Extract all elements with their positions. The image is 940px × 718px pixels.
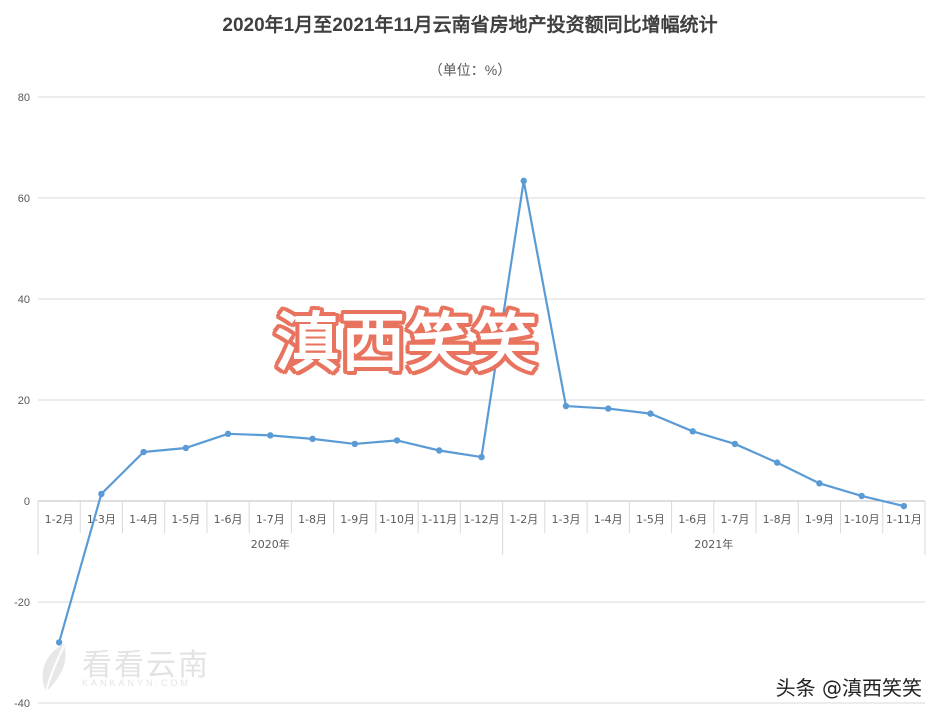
logo-subtext: KANKANYN.COM (82, 678, 192, 688)
x-tick-label: 1-9月 (340, 513, 369, 526)
data-point (98, 490, 105, 498)
data-point (689, 428, 696, 435)
source-watermark: 头条 @滇西笑笑 (775, 676, 922, 700)
leaf-icon (42, 644, 66, 693)
data-point (267, 432, 274, 439)
logo-text: 看看云南 (82, 648, 210, 683)
data-point (562, 402, 570, 410)
y-tick-label: 40 (18, 294, 30, 306)
x-tick-label: 1-12月 (464, 513, 500, 526)
data-point (520, 177, 527, 185)
x-tick-label: 1-11月 (421, 513, 457, 526)
x-tick-label: 1-10月 (844, 513, 880, 526)
x-tick-label: 1-3月 (87, 513, 116, 526)
data-point (351, 440, 358, 448)
data-point (773, 459, 781, 466)
series-line (58, 179, 905, 643)
y-tick-label: -40 (14, 698, 30, 710)
data-point (393, 437, 401, 444)
data-point (900, 502, 908, 510)
x-tick-label: 1-7月 (256, 513, 285, 526)
x-tick-label: 1-6月 (678, 513, 707, 526)
data-point (182, 444, 190, 452)
chart-subtitle: （单位：%） (428, 62, 512, 78)
logo-watermark: 看看云南 KANKANYN.COM (34, 640, 224, 700)
x-tick-label: 1-6月 (214, 513, 243, 526)
x-tick-label: 1-11月 (886, 513, 922, 526)
x-tick-label: 1-9月 (805, 513, 834, 526)
data-point (140, 448, 147, 456)
chart-title: 2020年1月至2021年11月云南省房地产投资额同比增幅统计 (222, 15, 718, 36)
x-tick-label: 1-8月 (763, 513, 792, 526)
x-tick-label: 1-7月 (720, 513, 749, 526)
data-point (731, 440, 739, 448)
x-tick-label: 1-4月 (129, 513, 158, 526)
data-point (436, 447, 443, 454)
data-point (858, 492, 865, 500)
x-tick-label: 1-3月 (551, 513, 580, 526)
group-label: 2020年 (251, 537, 290, 551)
overlay-watermark: 滇西笑笑 (275, 307, 539, 381)
x-tick-label: 1-4月 (594, 513, 623, 526)
data-point (478, 453, 485, 461)
data-point (55, 639, 63, 646)
y-tick-label: 80 (18, 92, 30, 104)
y-tick-label: 20 (18, 395, 30, 407)
x-tick-label: 1-2月 (509, 513, 538, 526)
y-tick-label: 0 (24, 496, 30, 508)
data-point (647, 410, 654, 417)
data-point (605, 405, 612, 412)
y-tick-label: 60 (18, 193, 30, 205)
data-point (816, 480, 823, 487)
x-tick-label: 1-5月 (636, 513, 665, 526)
y-tick-label: -20 (14, 597, 30, 609)
group-label: 2021年 (694, 537, 733, 551)
x-tick-label: 1-2月 (45, 513, 74, 526)
data-point (309, 435, 316, 443)
data-point (224, 430, 232, 438)
x-tick-label: 1-8月 (298, 513, 327, 526)
x-tick-label: 1-10月 (379, 513, 415, 526)
x-tick-label: 1-5月 (171, 513, 200, 526)
